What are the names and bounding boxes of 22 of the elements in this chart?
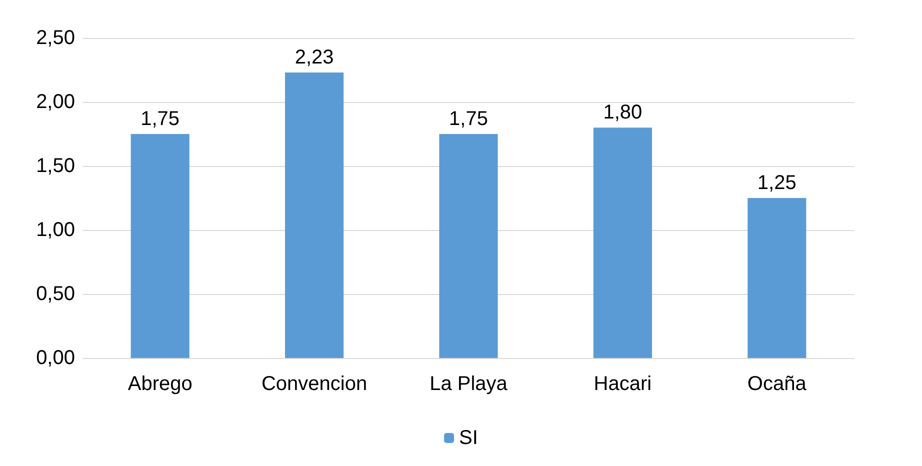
y-tick-label: 0,50 [36,283,75,305]
bar [130,134,190,358]
y-tick-label: 1,50 [36,155,75,177]
x-tick-label: Ocaña [747,373,808,395]
legend-label: SI [459,427,478,449]
text: 1,75 [449,108,488,130]
bar [285,72,344,358]
bar [593,128,652,358]
text: 2,23 [294,46,334,69]
y-tick-label: 2,50 [36,27,75,49]
bar [439,134,498,358]
bar [748,198,806,358]
y-tick-label: 1,00 [36,219,75,241]
x-tick-label: La Playa [430,373,508,395]
x-tick-label: Abrego [128,373,192,395]
x-tick-label: Convencion [261,373,368,395]
x-tick-label: Hacari [594,373,652,395]
y-tick-label: 0,00 [36,347,75,369]
text: 1,80 [603,102,642,124]
text: 1,75 [140,108,180,130]
text: 1,25 [757,172,796,194]
y-tick-label: 2,00 [36,91,75,113]
